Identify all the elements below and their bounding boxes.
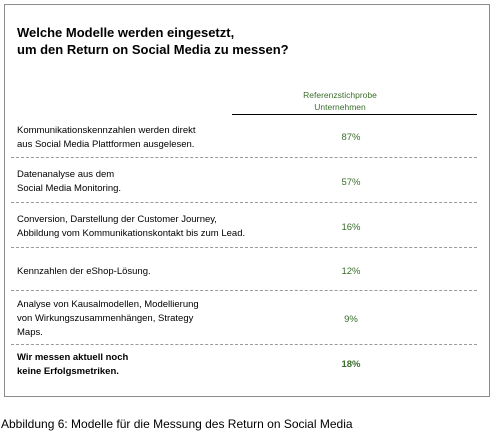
row-divider bbox=[11, 344, 477, 345]
row-value: 87% bbox=[341, 132, 361, 143]
column-header-line-1: Referenzstichprobe bbox=[303, 90, 377, 100]
row-value: 57% bbox=[341, 177, 361, 188]
row-label-line: Kennzahlen der eShop-Lösung. bbox=[17, 266, 151, 277]
column-header-line-2: Unternehmen bbox=[314, 102, 366, 112]
row-label-line: Wir messen aktuell noch bbox=[17, 352, 129, 363]
header-rule bbox=[232, 114, 477, 115]
table-title: Welche Modelle werden eingesetzt, um den… bbox=[17, 24, 477, 58]
row-label-line: Maps. bbox=[17, 327, 43, 338]
row-label: Kennzahlen der eShop-Lösung. bbox=[17, 265, 287, 279]
row-value: 12% bbox=[341, 266, 361, 277]
figure-caption: Abbildung 6: Modelle für die Messung des… bbox=[1, 417, 353, 431]
row-label-line: von Wirkungszusammenhängen, Strategy bbox=[17, 313, 194, 324]
row-label: Kommunikationskennzahlen werden direkt a… bbox=[17, 124, 287, 152]
row-divider bbox=[11, 290, 477, 291]
column-header: Referenzstichprobe Unternehmen bbox=[290, 89, 390, 113]
row-divider bbox=[11, 202, 477, 203]
row-label: Conversion, Darstellung der Customer Jou… bbox=[17, 213, 287, 241]
row-value: 9% bbox=[344, 314, 358, 325]
row-value: 16% bbox=[341, 222, 361, 233]
row-label-line: Abbildung vom Kommunikationskontakt bis … bbox=[17, 228, 246, 239]
row-label-line: Datenanalyse aus dem bbox=[17, 169, 115, 180]
figure-frame bbox=[4, 4, 490, 397]
row-label-line: aus Social Media Plattformen ausgelesen. bbox=[17, 139, 195, 150]
title-line-2: um den Return on Social Media zu messen? bbox=[17, 42, 289, 57]
row-label-line: Analyse von Kausalmodellen, Modellierung bbox=[17, 299, 199, 310]
row-value: 18% bbox=[341, 359, 361, 370]
row-label-line: Social Media Monitoring. bbox=[17, 183, 122, 194]
row-label: Datenanalyse aus dem Social Media Monito… bbox=[17, 168, 287, 196]
row-divider bbox=[11, 157, 477, 158]
title-line-1: Welche Modelle werden eingesetzt, bbox=[17, 25, 235, 40]
row-label: Analyse von Kausalmodellen, Modellierung… bbox=[17, 298, 287, 340]
row-label-line: keine Erfolgsmetriken. bbox=[17, 366, 119, 377]
row-label: Wir messen aktuell noch keine Erfolgsmet… bbox=[17, 351, 287, 379]
row-divider bbox=[11, 247, 477, 248]
row-label-line: Conversion, Darstellung der Customer Jou… bbox=[17, 214, 217, 225]
row-label-line: Kommunikationskennzahlen werden direkt bbox=[17, 125, 196, 136]
